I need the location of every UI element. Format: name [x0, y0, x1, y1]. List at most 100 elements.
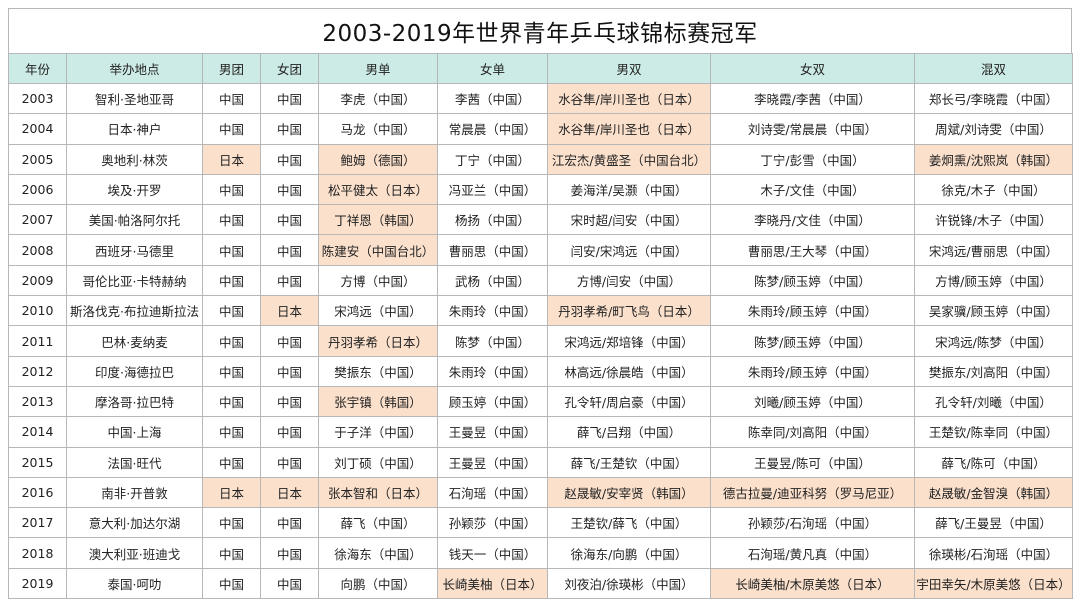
- cell-boys-team: 中国: [202, 113, 261, 145]
- cell-year: 2016: [8, 476, 67, 509]
- cell-boys-team: 中国: [202, 325, 261, 357]
- cell-girls-doubles: 曹丽思/王大琴（中国）: [710, 234, 915, 266]
- table-row: 2004 日本·神户 中国 中国 马龙（中国） 常晨晨（中国） 水谷隼/岸川圣也（日本） 刘诗…: [8, 113, 1073, 145]
- table-row: 2008 西班牙·马德里 中国 中国 陈建安（中国台北） 曹丽思（中国） 闫安/宋鸿远（中国…: [8, 234, 1073, 266]
- cell-boys-doubles: 姜海洋/吴灏（中国）: [547, 173, 711, 206]
- cell-mixed-doubles: 徐克/木子（中国）: [914, 173, 1073, 206]
- cell-boys-team: 中国: [202, 385, 261, 418]
- table-row: 2019 泰国·呵叻 中国 中国 向鹏（中国） 长崎美柚（日本） 刘夜泊/徐瑛彬（中国） 长崎…: [8, 567, 1073, 600]
- cell-girls-doubles: 石洵瑶/黄凡真（中国）: [710, 537, 915, 569]
- cell-boys-singles: 丹羽孝希（日本）: [318, 325, 438, 357]
- cell-girls-doubles: 丁宁/彭雪（中国）: [710, 143, 915, 175]
- cell-girls-doubles: 孙颖莎/石洵瑶（中国）: [710, 507, 915, 539]
- cell-girls-doubles: 陈幸同/刘高阳（中国）: [710, 416, 915, 448]
- cell-boys-doubles: 林高远/徐晨皓（中国）: [547, 355, 711, 387]
- cell-girls-singles: 杨扬（中国）: [437, 204, 548, 236]
- cell-mixed-doubles: 徐瑛彬/石洵瑶（中国）: [914, 537, 1073, 569]
- header-girls-doubles: 女双: [710, 53, 915, 84]
- cell-girls-singles: 常晨晨（中国）: [437, 113, 548, 145]
- cell-venue: 印度·海德拉巴: [66, 355, 203, 387]
- cell-venue: 埃及·开罗: [66, 173, 203, 206]
- cell-boys-doubles: 水谷隼/岸川圣也（日本）: [547, 82, 711, 115]
- cell-boys-doubles: 宋鸿远/郑培锋（中国）: [547, 325, 711, 357]
- cell-girls-doubles: 王曼昱/陈可（中国）: [710, 446, 915, 478]
- cell-girls-doubles: 朱雨玲/顾玉婷（中国）: [710, 355, 915, 387]
- cell-girls-singles: 孙颖莎（中国）: [437, 507, 548, 539]
- cell-year: 2007: [8, 204, 67, 236]
- cell-year: 2004: [8, 113, 67, 145]
- cell-girls-doubles: 德古拉曼/迪亚科努（罗马尼亚）: [710, 476, 915, 509]
- table-row: 2017 意大利·加达尔湖 中国 中国 薛飞（中国） 孙颖莎（中国） 王楚钦/薛飞（中国）孙…: [8, 507, 1073, 539]
- cell-boys-singles: 樊振东（中国）: [318, 355, 438, 387]
- cell-year: 2017: [8, 507, 67, 539]
- cell-year: 2003: [8, 82, 67, 115]
- cell-girls-singles: 朱雨玲（中国）: [437, 355, 548, 387]
- cell-venue: 法国·旺代: [66, 446, 203, 478]
- table-row: 2014 中国·上海 中国 中国 于子洋（中国） 王曼昱（中国） 薛飞/吕翔（中国） 陈幸同/…: [8, 416, 1073, 448]
- table-row: 2013 摩洛哥·拉巴特 中国 中国 张宇镇（韩国） 顾玉婷（中国） 孔令轩/周启豪（中国）…: [8, 385, 1073, 418]
- cell-boys-doubles: 薛飞/吕翔（中国）: [547, 416, 711, 448]
- cell-girls-singles: 丁宁（中国）: [437, 143, 548, 175]
- cell-girls-team: 日本: [260, 295, 319, 327]
- table-row: 2012 印度·海德拉巴 中国 中国 樊振东（中国） 朱雨玲（中国） 林高远/徐晨皓（中国）…: [8, 355, 1073, 387]
- cell-boys-doubles: 孔令轩/周启豪（中国）: [547, 385, 711, 418]
- cell-venue: 摩洛哥·拉巴特: [66, 385, 203, 418]
- cell-year: 2011: [8, 325, 67, 357]
- cell-boys-team: 中国: [202, 264, 261, 297]
- cell-girls-singles: 朱雨玲（中国）: [437, 295, 548, 327]
- cell-boys-singles: 宋鸿远（中国）: [318, 295, 438, 327]
- cell-girls-team: 中国: [260, 507, 319, 539]
- cell-girls-doubles: 李晓丹/文佳（中国）: [710, 204, 915, 236]
- cell-girls-singles: 顾玉婷（中国）: [437, 385, 548, 418]
- cell-boys-team: 中国: [202, 567, 261, 600]
- cell-boys-doubles: 方博/闫安（中国）: [547, 264, 711, 297]
- cell-boys-singles: 薛飞（中国）: [318, 507, 438, 539]
- cell-mixed-doubles: 薛飞/陈可（中国）: [914, 446, 1073, 478]
- cell-girls-team: 中国: [260, 446, 319, 478]
- cell-boys-singles: 向鹏（中国）: [318, 567, 438, 600]
- cell-mixed-doubles: 薛飞/王曼昱（中国）: [914, 507, 1073, 539]
- cell-boys-team: 中国: [202, 204, 261, 236]
- cell-girls-singles: 王曼昱（中国）: [437, 416, 548, 448]
- cell-girls-team: 中国: [260, 537, 319, 569]
- table-row: 2007 美国·帕洛阿尔托 中国 中国 丁祥恩（韩国） 杨扬（中国） 宋时超/闫安（中国）李…: [8, 204, 1073, 236]
- cell-girls-team: 中国: [260, 355, 319, 387]
- cell-girls-doubles: 李晓霞/李茜（中国）: [710, 82, 915, 115]
- champions-table: 年份 举办地点 男团 女团 男单 女单 男双 女双 混双 2003 智利·圣地亚哥…: [8, 53, 1073, 600]
- cell-girls-singles: 钱天一（中国）: [437, 537, 548, 569]
- header-mixed-doubles: 混双: [914, 53, 1073, 84]
- cell-year: 2009: [8, 264, 67, 297]
- table-row: 2003 智利·圣地亚哥 中国 中国 李虎（中国） 李茜（中国） 水谷隼/岸川圣也（日本）李…: [8, 82, 1073, 115]
- table-row: 2009 哥伦比亚·卡特赫纳 中国 中国 方博（中国） 武杨（中国） 方博/闫安（中国） 陈梦…: [8, 264, 1073, 297]
- cell-boys-singles: 松平健太（日本）: [318, 173, 438, 206]
- cell-girls-singles: 曹丽思（中国）: [437, 234, 548, 266]
- cell-boys-singles: 马龙（中国）: [318, 113, 438, 145]
- table-row: 2005 奥地利·林茨 日本 中国 鲍姆（德国） 丁宁（中国） 江宏杰/黄盛圣（中国台北）丁…: [8, 143, 1073, 175]
- cell-girls-team: 中国: [260, 113, 319, 145]
- cell-mixed-doubles: 宋鸿远/陈梦（中国）: [914, 325, 1073, 357]
- cell-boys-singles: 徐海东（中国）: [318, 537, 438, 569]
- header-boys-singles: 男单: [318, 53, 438, 84]
- cell-year: 2015: [8, 446, 67, 478]
- cell-venue: 西班牙·马德里: [66, 234, 203, 266]
- cell-venue: 泰国·呵叻: [66, 567, 203, 600]
- cell-girls-team: 中国: [260, 325, 319, 357]
- table-row: 2015 法国·旺代 中国 中国 刘丁硕（中国） 王曼昱（中国） 薛飞/王楚钦（中国） 王曼昱…: [8, 446, 1073, 478]
- cell-girls-doubles: 刘曦/顾玉婷（中国）: [710, 385, 915, 418]
- champions-sheet: 2003-2019年世界青年乒乓球锦标赛冠军 年份 举办地点 男团 女团 男单 …: [8, 8, 1073, 600]
- cell-girls-team: 中国: [260, 234, 319, 266]
- cell-venue: 巴林·麦纳麦: [66, 325, 203, 357]
- cell-boys-singles: 于子洋（中国）: [318, 416, 438, 448]
- cell-girls-team: 中国: [260, 567, 319, 600]
- cell-girls-team: 中国: [260, 204, 319, 236]
- cell-venue: 斯洛伐克·布拉迪斯拉法: [66, 295, 203, 327]
- cell-boys-doubles: 赵晟敏/安宰贤（韩国）: [547, 476, 711, 509]
- cell-mixed-doubles: 方博/顾玉婷（中国）: [914, 264, 1073, 297]
- cell-boys-doubles: 刘夜泊/徐瑛彬（中国）: [547, 567, 711, 600]
- cell-venue: 美国·帕洛阿尔托: [66, 204, 203, 236]
- cell-boys-singles: 刘丁硕（中国）: [318, 446, 438, 478]
- cell-mixed-doubles: 孔令轩/刘曦（中国）: [914, 385, 1073, 418]
- cell-boys-team: 中国: [202, 173, 261, 206]
- table-body: 2003 智利·圣地亚哥 中国 中国 李虎（中国） 李茜（中国） 水谷隼/岸川圣也（日本）李…: [8, 82, 1073, 600]
- cell-girls-singles: 陈梦（中国）: [437, 325, 548, 357]
